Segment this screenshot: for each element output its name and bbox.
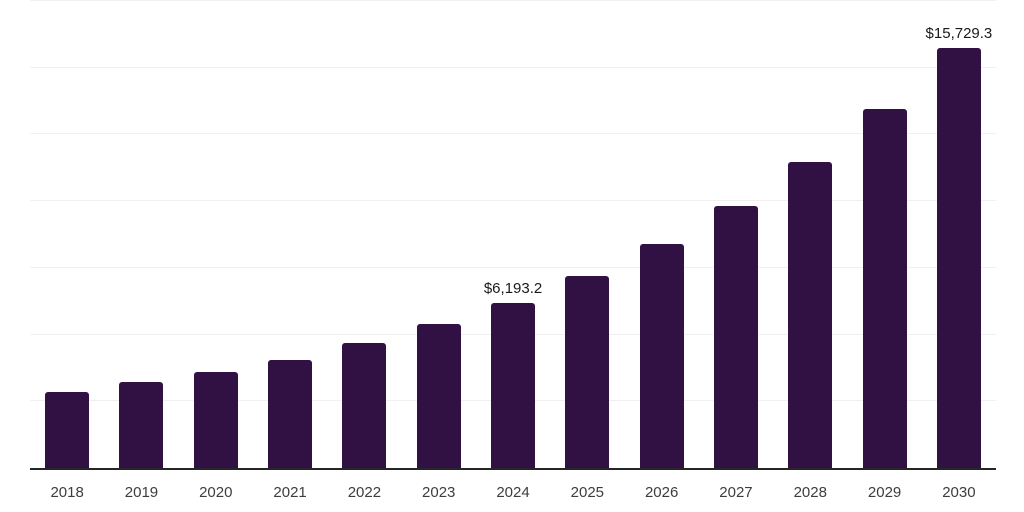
bar-value-label-2030: $15,729.3: [925, 25, 993, 43]
bar-slot-2024: $6,193.2: [476, 1, 550, 468]
bar-2030: $15,729.3: [926, 25, 992, 468]
bars-layer: $6,193.2 $15,729.3: [30, 1, 996, 468]
gridline-7500: [30, 266, 996, 268]
x-tick-label-2024: 2024: [496, 484, 530, 501]
gridline-10000: [30, 200, 996, 202]
bar-slot-2027: [699, 1, 773, 468]
x-axis-labels: 2018 2019 2020 2021 2022 2023 2024 2025 2026 2027…: [30, 470, 996, 512]
x-tick-label-2022: 2022: [347, 484, 382, 501]
bar-slot-2026: [625, 1, 699, 468]
bar-2018: [45, 391, 90, 468]
bar-slot-2028: [773, 1, 847, 468]
x-tick-label-2027: 2027: [719, 484, 753, 501]
x-tick-label-2029: 2029: [867, 484, 902, 501]
bar-slot-2030: $15,729.3: [922, 1, 996, 468]
bar-slot-2019: [104, 1, 178, 468]
x-tick-label-2020: 2020: [199, 484, 233, 501]
gridline-17500: [30, 0, 996, 1]
bar-value-label-2024: $6,193.2: [483, 279, 543, 297]
bar-2024: $6,193.2: [484, 280, 542, 468]
x-tick-label-2021: 2021: [273, 484, 307, 501]
bar-2023: [416, 323, 461, 468]
bar-slot-2022: [327, 1, 401, 468]
x-tick-label-2026: 2026: [644, 484, 679, 501]
x-tick-label-2028: 2028: [793, 484, 827, 501]
x-tick-label-2019: 2019: [124, 484, 159, 501]
bar-2021: [268, 359, 313, 468]
bar-slot-2020: [179, 1, 253, 468]
bar-slot-2029: [847, 1, 921, 468]
bar-slot-2018: [30, 1, 104, 468]
gridline-12500: [30, 133, 996, 135]
bar-slot-2025: [550, 1, 624, 468]
bar-slot-2021: [253, 1, 327, 468]
bar-2020: [193, 371, 238, 468]
bar-2025: [565, 275, 610, 468]
x-tick-label-2030: 2030: [942, 484, 976, 501]
plot-area: $6,193.2 $15,729.3: [30, 0, 996, 470]
bar-2028: [788, 161, 833, 468]
bar-2022: [342, 342, 387, 468]
bar-2026: [639, 243, 684, 468]
x-tick-label-2025: 2025: [570, 484, 605, 501]
gridline-15000: [30, 66, 996, 68]
bar-2027: [713, 205, 758, 468]
x-tick-label-2018: 2018: [50, 484, 84, 501]
x-tick-label-2023: 2023: [422, 484, 456, 501]
bar-2029: [862, 108, 907, 468]
bar-2019: [119, 381, 164, 468]
bar-slot-2023: [402, 1, 476, 468]
